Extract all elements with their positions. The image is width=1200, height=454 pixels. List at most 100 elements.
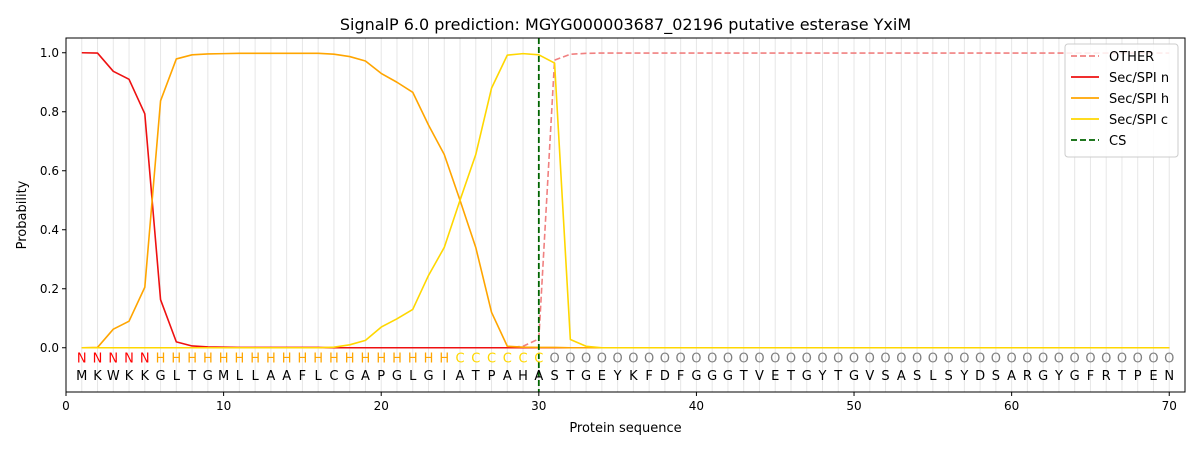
residue-label: G [345,369,355,384]
region-label: O [959,352,969,367]
residue-label: G [707,369,717,384]
residue-label: W [107,369,120,384]
residue-label: A [266,369,275,384]
y-tick-label: 0.0 [40,341,59,355]
region-label: O [597,352,607,367]
region-label: O [1038,352,1048,367]
region-label: O [928,352,938,367]
region-label: H [345,352,355,367]
region-label: O [1085,352,1095,367]
residue-label: T [786,369,795,384]
residue-label: M [218,369,229,384]
residue-label: F [645,369,652,384]
residue-label: K [141,369,150,384]
residue-label: N [1164,369,1174,384]
residue-label: G [1070,369,1080,384]
y-axis-label: Probability [15,180,30,249]
region-label: H [298,352,308,367]
residue-label: T [471,369,480,384]
region-label: O [770,352,780,367]
legend-label: Sec/SPI c [1109,113,1168,128]
region-label: N [77,352,87,367]
region-label: H [408,352,418,367]
residue-label: T [187,369,196,384]
residue-label: S [550,369,558,384]
residue-label: E [598,369,606,384]
region-label: O [723,352,733,367]
y-tick-label: 0.6 [40,164,59,178]
residue-label: P [377,369,385,384]
residue-label: F [1087,369,1094,384]
plot-frame [65,37,1186,393]
region-label: O [1022,352,1032,367]
residue-label: K [629,369,638,384]
residue-label: S [992,369,1000,384]
region-label: O [549,352,559,367]
region-label: H [219,352,229,367]
region-label: C [534,352,543,367]
x-tick-label: 20 [374,399,389,413]
y-tick-label: 0.4 [40,223,59,237]
region-label: O [613,352,623,367]
region-label: H [156,352,166,367]
region-label: O [1007,352,1017,367]
x-tick-label: 0 [62,399,70,413]
residue-label: M [76,369,87,384]
region-label: O [676,352,686,367]
region-label: O [896,352,906,367]
series-line-3 [81,52,1170,349]
region-label: O [943,352,953,367]
region-label: O [817,352,827,367]
residue-label: A [503,369,512,384]
residue-label: F [299,369,306,384]
region-label: N [108,352,118,367]
residue-label: G [723,369,733,384]
residue-label: F [677,369,684,384]
region-label: N [93,352,103,367]
residue-label: G [849,369,859,384]
residue-label: E [771,369,779,384]
x-tick-label: 50 [846,399,861,413]
region-label: O [786,352,796,367]
region-label: C [455,352,464,367]
residue-label: Y [613,369,622,384]
y-tick-label: 1.0 [40,46,59,60]
region-label: H [329,352,339,367]
region-label: H [282,352,292,367]
region-label: H [266,352,276,367]
region-label: O [707,352,717,367]
region-label: C [487,352,496,367]
region-label: H [376,352,386,367]
region-label: H [424,352,434,367]
residue-label: T [1117,369,1126,384]
residue-label: R [1102,369,1111,384]
y-tick-label: 0.2 [40,282,59,296]
region-label: H [361,352,371,367]
x-tick-label: 10 [216,399,231,413]
region-label: O [565,352,575,367]
residue-label: L [252,369,260,384]
residue-label: P [488,369,496,384]
region-label: O [1164,352,1174,367]
residue-label: S [881,369,889,384]
residue-label: A [456,369,465,384]
region-label: O [975,352,985,367]
residue-label: G [203,369,213,384]
residue-label: A [361,369,370,384]
region-label: O [1117,352,1127,367]
residue-label: E [1149,369,1157,384]
residue-label: G [1038,369,1048,384]
residue-label: G [581,369,591,384]
residue-label: G [156,369,166,384]
region-label: C [519,352,528,367]
region-label: C [471,352,480,367]
region-label: O [581,352,591,367]
region-label: H [392,352,402,367]
region-label: O [802,352,812,367]
residue-label: A [897,369,906,384]
region-label: N [140,352,150,367]
region-label: O [628,352,638,367]
residue-label: S [944,369,952,384]
residue-label: R [1023,369,1032,384]
